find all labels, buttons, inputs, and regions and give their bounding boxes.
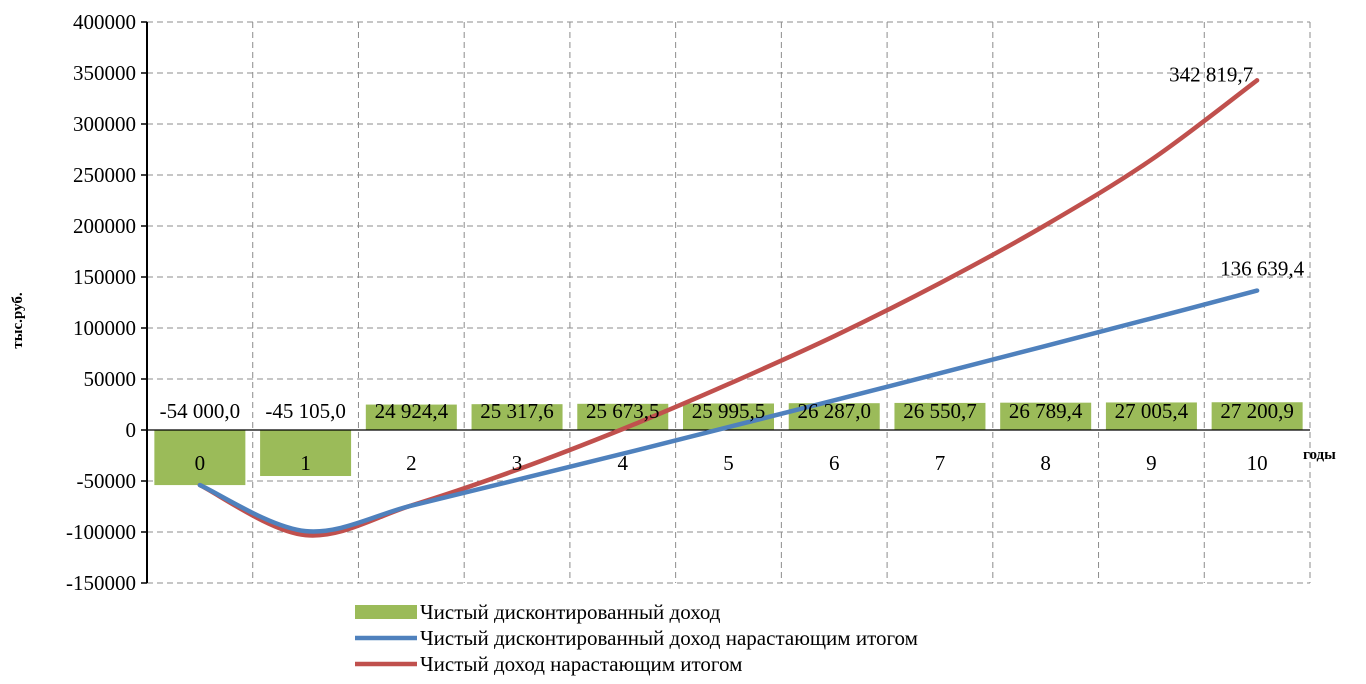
x-tick-label: 6 — [829, 451, 840, 475]
bar-data-label: 26 287,0 — [797, 399, 871, 423]
y-tick-label: 350000 — [73, 61, 136, 85]
bar — [894, 402, 986, 430]
y-tick-label: 200000 — [73, 214, 136, 238]
y-tick-label: 150000 — [73, 265, 136, 289]
bar — [260, 430, 352, 477]
y-tick-label: 0 — [126, 418, 137, 442]
bar-data-label: 24 924,4 — [375, 399, 449, 423]
x-tick-label: 8 — [1040, 451, 1051, 475]
line-end-label: 136 639,4 — [1220, 257, 1305, 281]
bar — [1000, 402, 1092, 430]
bar — [1211, 402, 1303, 430]
legend-label: Чистый доход нарастающим итогом — [420, 652, 742, 676]
y-tick-label: 250000 — [73, 163, 136, 187]
x-tick-label: 5 — [723, 451, 734, 475]
y-tick-label: 50000 — [84, 367, 137, 391]
bar-data-label: 26 550,7 — [903, 399, 977, 423]
y-tick-label: -100000 — [66, 520, 136, 544]
line-end-label: 342 819,7 — [1169, 62, 1253, 86]
x-axis-title: годы — [1303, 447, 1336, 463]
x-tick-label: 3 — [512, 451, 523, 475]
series-line — [197, 288, 1260, 534]
bar-data-label: 25 317,6 — [480, 399, 554, 423]
bar-data-label: 25 673,5 — [586, 399, 660, 423]
bar-data-label: 27 005,4 — [1115, 399, 1189, 423]
x-tick-label: 7 — [935, 451, 946, 475]
x-tick-label: 10 — [1247, 451, 1268, 475]
y-tick-label: -50000 — [77, 469, 137, 493]
x-tick-label: 1 — [300, 451, 311, 475]
y-tick-label: 100000 — [73, 316, 136, 340]
legend-label: Чистый дисконтированный доход нарастающи… — [420, 626, 918, 650]
bar-data-label: 27 200,9 — [1220, 399, 1294, 423]
bar-data-label: 26 789,4 — [1009, 399, 1083, 423]
y-tick-label: 400000 — [73, 10, 136, 34]
bar-data-label: -54 000,0 — [160, 399, 241, 423]
legend-swatch-bar — [355, 605, 417, 619]
bar — [471, 404, 563, 430]
bar — [365, 404, 457, 430]
x-tick-label: 9 — [1146, 451, 1157, 475]
bar — [154, 430, 246, 486]
y-axis-title: тыс.руб. — [10, 292, 26, 348]
bar-data-label: -45 105,0 — [265, 399, 346, 423]
bar — [1105, 402, 1197, 430]
y-tick-label: -150000 — [66, 571, 136, 595]
x-tick-label: 0 — [195, 451, 206, 475]
legend-label: Чистый дисконтированный доход — [420, 600, 721, 624]
bar-data-label: 25 995,5 — [692, 399, 766, 423]
x-tick-label: 2 — [406, 451, 417, 475]
y-tick-label: 300000 — [73, 112, 136, 136]
x-tick-label: 4 — [618, 451, 629, 475]
